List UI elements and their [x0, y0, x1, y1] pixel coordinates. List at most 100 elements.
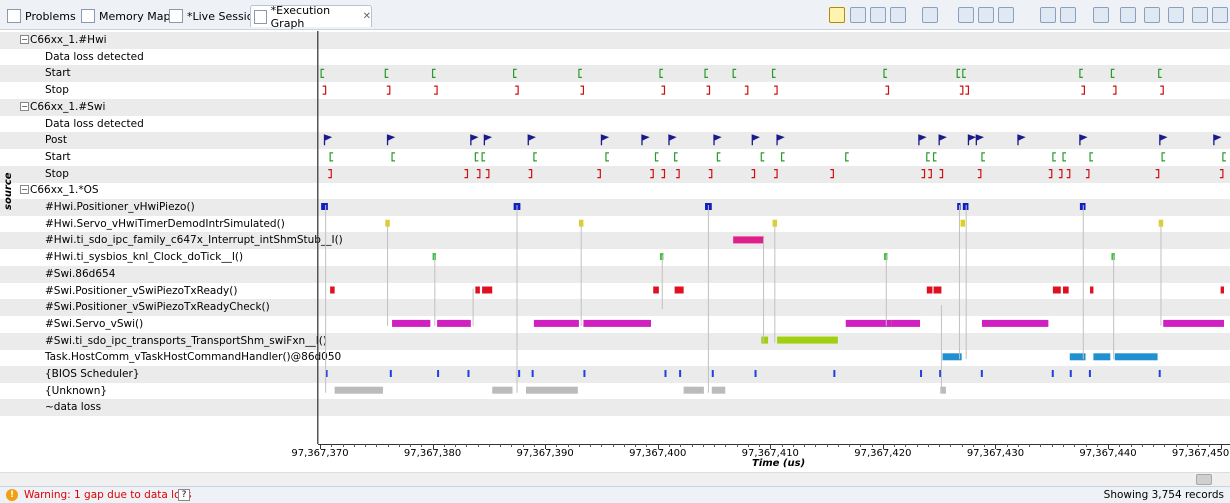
time-axis-minor-tick — [736, 444, 738, 447]
horizontal-scrollbar[interactable] — [0, 472, 1230, 486]
help-button[interactable]: ? — [178, 489, 190, 501]
collapse-toggle-icon[interactable]: − — [20, 101, 29, 111]
tree-label: Data loss detected — [45, 117, 144, 130]
time-axis-tick-label: 97,367,420 — [854, 448, 912, 459]
tree-label: {Unknown} — [45, 384, 108, 397]
time-axis-minor-tick — [1164, 444, 1166, 447]
tree-item[interactable]: #Hwi.Servo_vHwiTimerDemodIntrSimulated() — [0, 216, 318, 233]
tree-label: C66xx_1.#Swi — [30, 100, 106, 113]
tree-label: Start — [45, 67, 71, 80]
tab-memory-map[interactable]: Memory Map — [78, 5, 170, 27]
tree-item[interactable]: Task.HostComm_vTaskHostCommandHandler()@… — [0, 349, 341, 366]
snapshot-icon[interactable] — [922, 7, 938, 23]
tree-item[interactable]: #Swi.Servo_vSwi() — [0, 316, 318, 333]
time-axis-minor-tick — [590, 444, 592, 447]
tree-item[interactable]: Stop — [0, 82, 318, 99]
tree-label: {BIOS Scheduler} — [45, 368, 140, 380]
time-axis-minor-tick — [792, 444, 794, 447]
time-axis-minor-tick — [691, 444, 693, 447]
time-axis-tick-label: 97,367,370 — [291, 448, 349, 459]
time-axis-minor-tick — [398, 444, 400, 447]
time-axis-tick-label: 97,367,410 — [741, 448, 799, 459]
minimize-icon[interactable] — [1192, 7, 1208, 23]
group-icon[interactable] — [870, 7, 886, 23]
close-icon[interactable]: ✕ — [362, 11, 371, 22]
tree-item[interactable]: #Swi.Positioner_vSwiPiezoTxReady() — [0, 283, 318, 300]
scrollbar-thumb[interactable] — [1196, 474, 1212, 485]
time-axis-minor-tick — [804, 444, 806, 447]
find-icon[interactable] — [1040, 7, 1056, 23]
tree-group[interactable]: − C66xx_1.*OS — [0, 182, 318, 199]
tree-item[interactable]: Data loss detected — [0, 49, 318, 66]
time-axis-tick — [1108, 444, 1110, 449]
time-axis-minor-tick — [488, 444, 490, 447]
tree-item[interactable]: ~data loss — [0, 399, 318, 416]
time-axis-minor-tick — [522, 444, 524, 447]
maximize-icon[interactable] — [1212, 7, 1228, 23]
lock-icon[interactable] — [1093, 7, 1109, 23]
tab-live-session[interactable]: *Live Session — [166, 5, 260, 27]
sync-icon[interactable] — [1120, 7, 1136, 23]
time-axis-title: Time (us) — [752, 458, 806, 469]
tree-label: Task.HostComm_vTaskHostCommandHandler()@… — [45, 351, 342, 364]
tree-item[interactable]: Post — [0, 132, 318, 149]
time-axis-minor-tick — [635, 444, 637, 447]
time-axis-minor-tick — [1006, 444, 1008, 447]
tree-label: Start — [45, 150, 71, 163]
tab-execution-graph[interactable]: *Execution Graph ✕ — [250, 4, 372, 30]
time-axis-minor-tick — [1119, 444, 1121, 447]
filter-icon[interactable] — [890, 7, 906, 23]
tree-item[interactable]: #Hwi.Positioner_vHwiPiezo() — [0, 199, 318, 216]
time-axis-minor-tick — [567, 444, 569, 447]
time-axis-minor-tick — [961, 444, 963, 447]
collapse-toggle-icon[interactable]: − — [20, 35, 29, 44]
time-axis-minor-tick — [1051, 444, 1053, 447]
tab-problems[interactable]: Problems — [4, 5, 76, 27]
tree-label: C66xx_1.#Hwi — [30, 34, 107, 46]
tree-label: #Hwi.Servo_vHwiTimerDemodIntrSimulated() — [45, 217, 285, 230]
zoom-fit-icon[interactable] — [998, 7, 1014, 23]
time-axis-minor-tick — [612, 444, 614, 447]
time-axis: 97,367,370 97,367,380 97,367,390 97,367,400… — [291, 444, 1230, 474]
tree-item[interactable]: #Hwi.ti_sdo_ipc_family_c647x_Interrupt_i… — [0, 232, 343, 249]
track-row — [0, 65, 1230, 83]
time-axis-minor-tick — [477, 444, 479, 447]
collapse-toggle-icon[interactable]: − — [20, 185, 29, 195]
tree-group[interactable]: − C66xx_1.#Hwi — [0, 32, 318, 49]
tree-item[interactable]: {Unknown} — [0, 383, 318, 400]
view-menu-icon[interactable] — [1168, 7, 1184, 23]
zoom-out-icon[interactable] — [978, 7, 994, 23]
tree-group[interactable]: − C66xx_1.#Swi — [0, 99, 318, 116]
tree-item[interactable]: Data loss detected — [0, 116, 318, 133]
measure-icon[interactable] — [850, 7, 866, 23]
tree-item[interactable]: {BIOS Scheduler} — [0, 366, 318, 383]
tree-item[interactable]: #Swi.Positioner_vSwiPiezoTxReadyCheck() — [0, 299, 318, 316]
align-icon[interactable] — [829, 7, 845, 23]
time-axis-minor-tick — [1040, 444, 1042, 447]
time-axis-minor-tick — [556, 444, 558, 447]
tree-item[interactable]: Start — [0, 149, 318, 166]
time-axis-minor-tick — [387, 444, 389, 447]
status-bar: ! Warning: 1 gap due to data loss ? Show… — [0, 486, 1230, 503]
settings-icon[interactable] — [1144, 7, 1160, 23]
time-axis-minor-tick — [455, 444, 457, 447]
tree-item[interactable]: Stop — [0, 166, 318, 183]
time-axis-minor-tick — [668, 444, 670, 447]
time-axis-minor-tick — [1074, 444, 1076, 447]
time-axis-minor-tick — [781, 444, 783, 447]
time-axis-tick — [545, 444, 547, 449]
bookmark-icon[interactable] — [1060, 7, 1076, 23]
time-axis-minor-tick — [623, 444, 625, 447]
tree-item[interactable]: #Swi.86d654 — [0, 266, 318, 283]
tree-item[interactable]: #Hwi.ti_sysbios_knl_Clock_doTick__I() — [0, 249, 318, 266]
tree-item[interactable]: Start — [0, 65, 318, 82]
time-axis-minor-tick — [849, 444, 851, 447]
tree-label: #Swi.86d654 — [45, 267, 116, 280]
source-tree-panel: − C66xx_1.#Hwi Data loss detected Start Stop… — [0, 31, 343, 444]
zoom-in-icon[interactable] — [958, 7, 974, 23]
time-axis-minor-tick — [331, 444, 333, 447]
time-axis-minor-tick — [376, 444, 378, 447]
tree-item[interactable]: #Swi.ti_sdo_ipc_transports_TransportShm_… — [0, 333, 327, 350]
time-axis-minor-tick — [1017, 444, 1019, 447]
time-axis-minor-tick — [815, 444, 817, 447]
